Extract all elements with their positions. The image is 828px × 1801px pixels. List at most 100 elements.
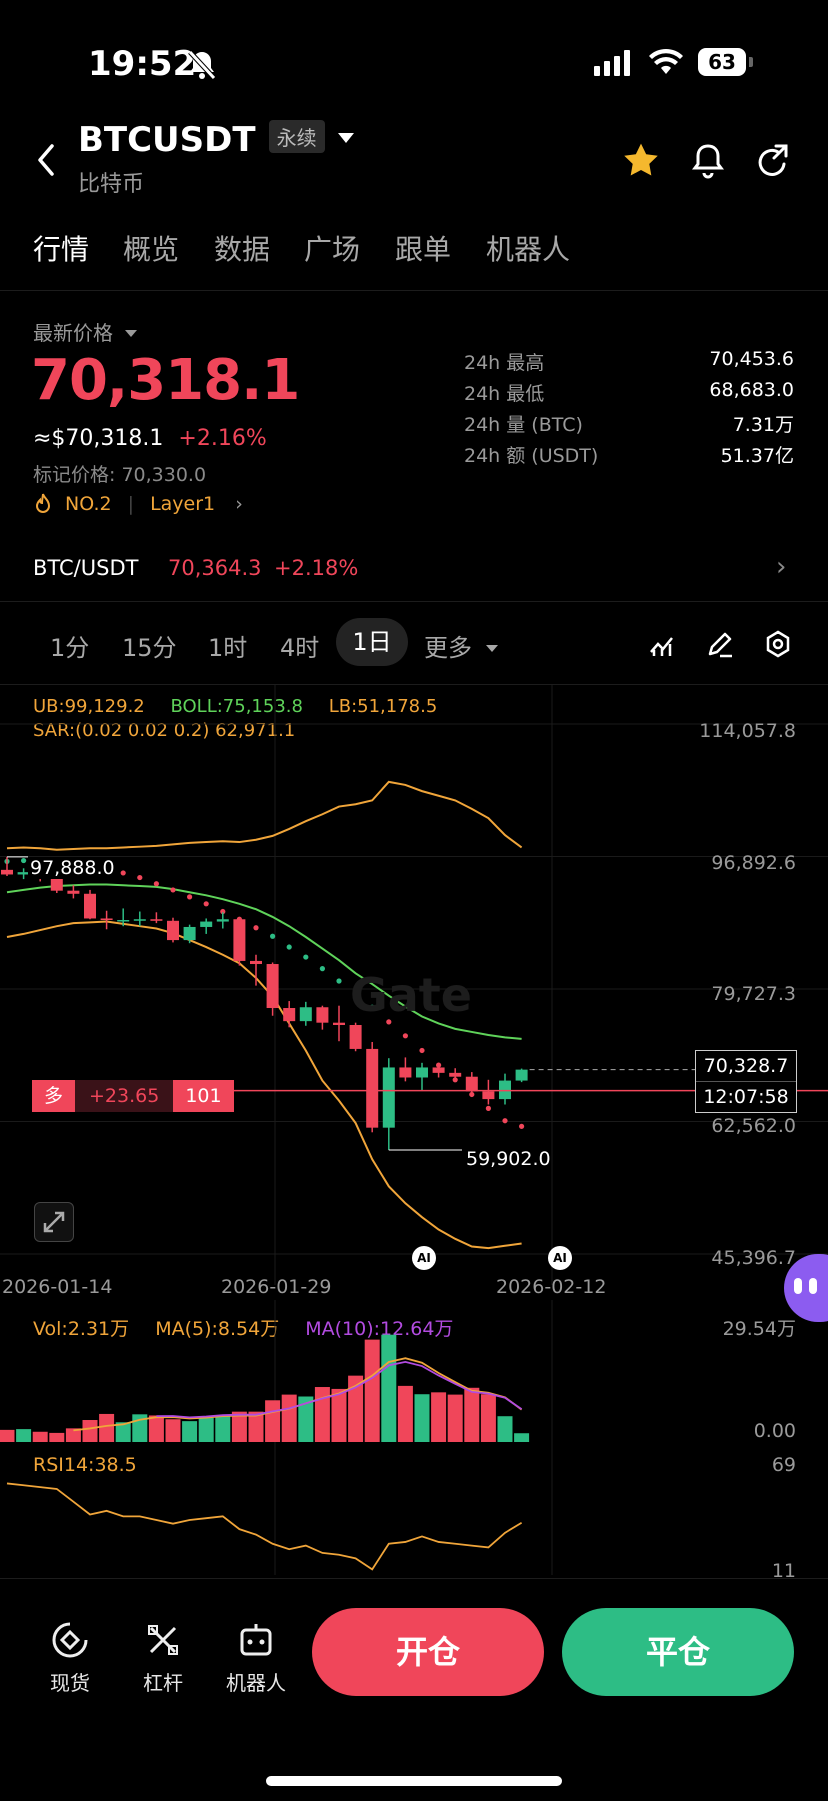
volume-value: Vol:2.31万: [33, 1318, 130, 1340]
candle-body: [100, 918, 113, 921]
close-position-label: 平仓: [645, 1633, 710, 1671]
stat-volume-label: 24h 量 (BTC): [464, 414, 583, 436]
spot-nav-button[interactable]: 现货: [30, 1620, 110, 1696]
tab-bot[interactable]: 机器人: [486, 233, 571, 266]
candle-body: [216, 919, 229, 922]
symbol-selector[interactable]: BTCUSDT 永续: [78, 120, 354, 160]
volume-bar: [480, 1394, 496, 1442]
price-change: +2.16%: [178, 426, 267, 451]
tab-overview[interactable]: 概览: [123, 233, 180, 266]
favorite-star-icon[interactable]: [622, 142, 660, 182]
spot-nav-label: 现货: [50, 1671, 90, 1695]
position-size: 101: [173, 1080, 234, 1112]
sar-dot: [303, 954, 309, 960]
volume-bar: [464, 1387, 480, 1442]
battery-level: 63: [708, 50, 736, 74]
sar-dot: [120, 870, 126, 876]
volume-bar: [231, 1411, 247, 1442]
boll-mid-line: [6, 883, 522, 1040]
x-tick-label: 2026-02-12: [496, 1276, 607, 1298]
bell-icon[interactable]: [690, 142, 726, 184]
timeframe-1d[interactable]: 1日: [336, 618, 408, 666]
sar-dot: [386, 1019, 392, 1025]
assistant-eye: [809, 1278, 817, 1294]
volume-bar: [65, 1428, 81, 1442]
candle-body: [416, 1067, 428, 1078]
candle-body: [150, 919, 163, 921]
sar-dot: [485, 1105, 491, 1111]
timeframe-more[interactable]: 更多: [424, 628, 498, 663]
price-type-selector[interactable]: 最新价格: [33, 317, 138, 346]
volume-axis-top: 29.54万: [722, 1318, 796, 1340]
y-tick-label: 79,727.3: [711, 983, 796, 1005]
volume-bar: [331, 1388, 347, 1442]
open-position-button[interactable]: 开仓: [312, 1608, 544, 1696]
x-tick-label: 2026-01-29: [221, 1276, 332, 1298]
leverage-nav-button[interactable]: 杠杆: [123, 1620, 203, 1696]
timeframe-4h[interactable]: 4时: [280, 634, 320, 662]
bot-nav-button[interactable]: 机器人: [216, 1620, 296, 1696]
candle-body: [465, 1076, 478, 1092]
price-type-label: 最新价格: [33, 321, 113, 345]
share-icon[interactable]: [756, 142, 792, 184]
stat-turnover-label: 24h 额 (USDT): [464, 445, 599, 467]
tab-copy-trading[interactable]: 跟单: [395, 233, 452, 266]
timeframe-1m[interactable]: 1分: [50, 634, 90, 662]
volume-bar: [0, 1429, 15, 1442]
close-position-button[interactable]: 平仓: [562, 1608, 794, 1696]
timeframe-1d-label: 1日: [352, 628, 392, 656]
timeframe-15m[interactable]: 15分: [122, 634, 177, 662]
contract-type-badge: 永续: [268, 120, 325, 153]
position-tag[interactable]: 多 +23.65 101: [32, 1080, 234, 1112]
sar-value: SAR:(0.02 0.02 0.2) 62,971.1: [33, 720, 296, 741]
back-button[interactable]: [30, 140, 66, 180]
volume-bar: [298, 1396, 314, 1442]
volume-bar: [148, 1415, 164, 1442]
chart-settings-icon[interactable]: [764, 630, 792, 662]
boll-value: BOLL:75,153.8: [170, 696, 303, 717]
sar-dot: [369, 1004, 375, 1010]
candle-body: [167, 920, 179, 941]
expand-chart-button[interactable]: [34, 1202, 74, 1242]
stat-high-label: 24h 最高: [464, 352, 545, 374]
volume-axis-bottom: 0.00: [753, 1420, 796, 1442]
indicator-icon[interactable]: [648, 630, 676, 662]
volume-bar: [414, 1394, 430, 1442]
timeframe-1h[interactable]: 1时: [208, 634, 248, 662]
tab-data[interactable]: 数据: [214, 233, 271, 266]
rsi-axis-bottom: 11: [771, 1560, 796, 1582]
rank-row[interactable]: NO.2 | Layer1 ›: [33, 492, 243, 515]
position-side: 多: [32, 1080, 76, 1112]
spot-icon: [52, 1622, 88, 1658]
candle-body: [200, 921, 213, 927]
draw-pencil-icon[interactable]: [706, 630, 734, 662]
sar-dot: [336, 978, 342, 984]
spot-pair: BTC/USDT: [33, 556, 139, 580]
tab-square[interactable]: 广场: [304, 233, 361, 266]
timeframe-more-label: 更多: [424, 634, 472, 662]
open-position-label: 开仓: [395, 1633, 460, 1671]
x-tick-label: 2026-01-14: [2, 1276, 113, 1298]
candle-body: [382, 1067, 395, 1128]
candle-body: [67, 890, 80, 894]
status-bar: 19:52 63: [0, 40, 828, 100]
ai-badge[interactable]: AI: [412, 1246, 436, 1270]
silent-bell-icon: [186, 48, 218, 86]
sar-dot: [187, 894, 193, 900]
ai-badge[interactable]: AI: [548, 1246, 572, 1270]
y-tick-label: 45,396.7: [711, 1247, 796, 1269]
chevron-right-icon: ›: [776, 552, 787, 582]
candle-body: [1, 869, 13, 875]
candle-countdown: 12:07:58: [696, 1081, 796, 1112]
y-tick-label: 114,057.8: [699, 720, 796, 742]
candle-body: [333, 1022, 345, 1025]
spot-pair-row[interactable]: BTC/USDT 70,364.3 +2.18% ›: [0, 548, 828, 592]
stat-high-value: 70,453.6: [709, 348, 794, 370]
sar-dot: [203, 901, 209, 907]
last-price-box: 70,328.7 12:07:58: [695, 1050, 797, 1113]
robot-icon: [240, 1624, 272, 1656]
lb-value: LB:51,178.5: [328, 696, 438, 717]
tab-market[interactable]: 行情: [33, 233, 90, 266]
status-time: 19:52: [88, 44, 197, 84]
candle-body: [183, 926, 196, 941]
